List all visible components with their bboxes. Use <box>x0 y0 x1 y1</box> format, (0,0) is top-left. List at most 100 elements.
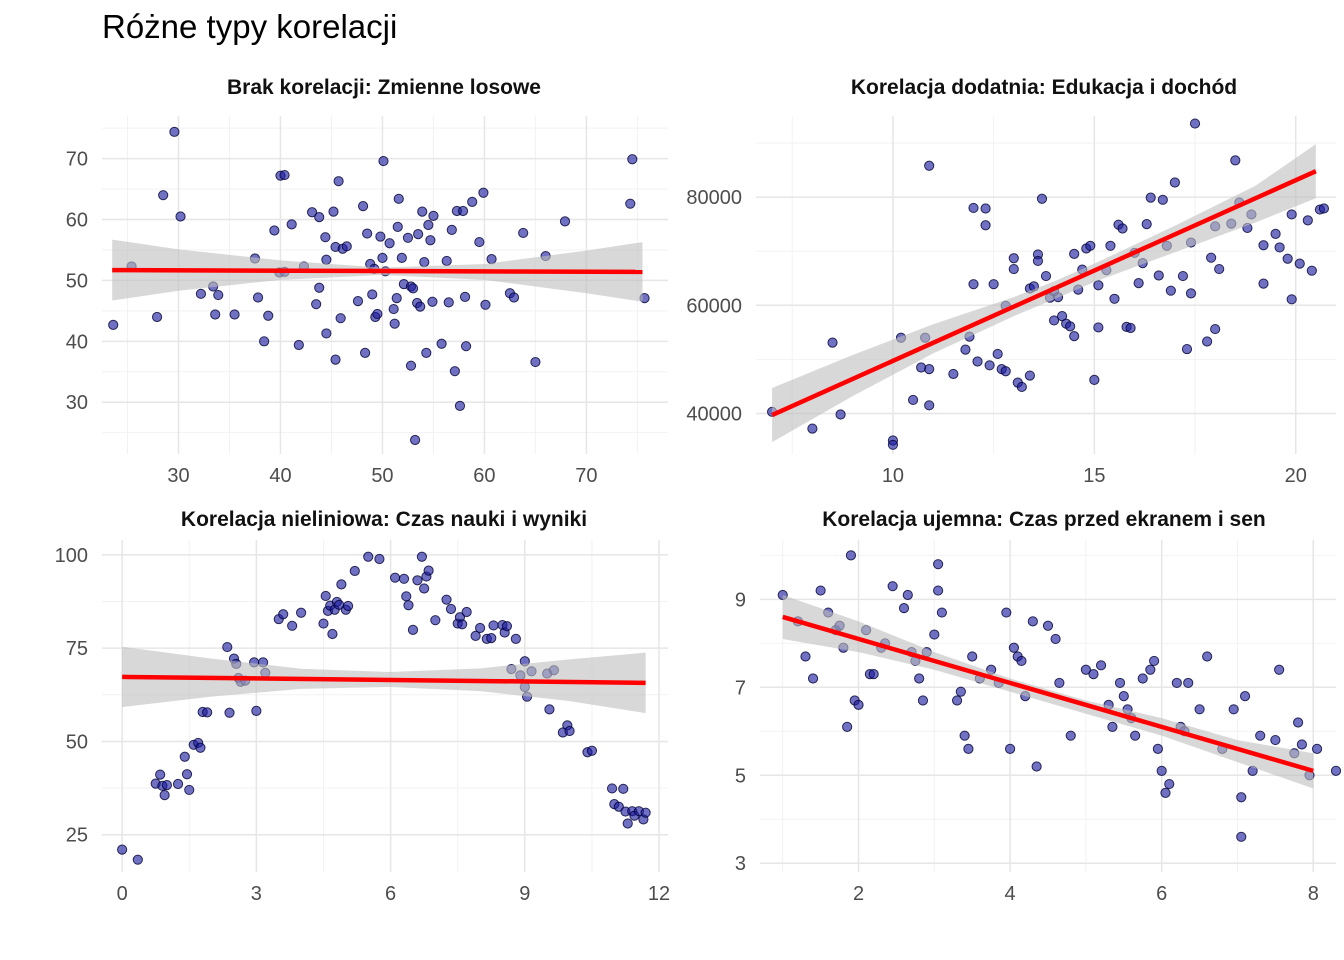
scatter-point <box>459 291 471 302</box>
scatter-point <box>423 565 434 576</box>
y-tick-label: 100 <box>55 545 88 567</box>
scatter-point <box>213 289 224 301</box>
scatter-point <box>445 603 457 615</box>
scatter-point <box>314 282 325 293</box>
scatter-point <box>1048 315 1060 326</box>
scatter-point <box>929 629 940 640</box>
scatter-point <box>968 279 979 290</box>
scatter-point <box>436 338 447 349</box>
scatter-point <box>1125 322 1136 334</box>
scatter-point <box>108 319 119 330</box>
scatter-point <box>474 236 485 248</box>
scatter-point <box>403 600 414 611</box>
scatter-point <box>1274 242 1285 253</box>
scatter-point <box>320 232 331 243</box>
scatter-point <box>1286 209 1297 220</box>
scatter-point <box>960 344 971 355</box>
scatter-point <box>117 844 128 855</box>
scatter-point <box>155 769 166 780</box>
regression-line <box>112 267 643 275</box>
scatter-point <box>924 363 935 375</box>
scatter-point <box>327 628 338 640</box>
panel-title: Brak korelacji: Zmienne losowe <box>227 76 541 99</box>
scatter-point <box>195 288 207 299</box>
scatter-point <box>1069 331 1080 342</box>
scatter-point <box>405 360 417 371</box>
scatter-point <box>508 292 520 303</box>
scatter-point <box>1302 215 1313 226</box>
scatter-point <box>1330 765 1342 776</box>
scatter-point <box>1031 761 1042 772</box>
scatter-point <box>421 347 432 359</box>
scatter-point <box>375 231 386 242</box>
scatter-point <box>955 686 966 697</box>
y-tick-label: 40 <box>66 331 88 353</box>
scatter-point <box>362 228 373 239</box>
scatter-point <box>1228 704 1239 715</box>
scatter-point <box>1230 155 1241 166</box>
scatter-point <box>959 730 970 741</box>
scatter-point <box>902 589 913 601</box>
scatter-point <box>1000 366 1011 377</box>
scatter-point <box>169 126 180 137</box>
scatter-point <box>1130 730 1141 741</box>
scatter-point <box>378 155 389 167</box>
scatter-point <box>278 609 289 620</box>
scatter-point <box>388 303 399 315</box>
scatter-point <box>963 743 974 754</box>
scatter-point <box>907 394 919 406</box>
scatter-point <box>625 198 636 209</box>
scatter-point <box>564 725 575 737</box>
scatter-point <box>293 339 304 351</box>
scatter-point <box>1133 278 1144 289</box>
scatter-point <box>417 206 428 217</box>
scatter-point <box>1036 193 1048 204</box>
regression-line <box>122 674 646 686</box>
scatter-point <box>391 292 402 304</box>
scatter-point <box>486 254 497 265</box>
scatter-point <box>269 225 280 236</box>
x-tick-label: 4 <box>1005 883 1016 905</box>
scatter-point <box>980 203 991 214</box>
scatter-point <box>419 583 430 594</box>
scatter-point <box>478 187 489 198</box>
scatter-point <box>1164 778 1175 790</box>
scatter-point <box>1153 270 1164 281</box>
scatter-point <box>992 348 1003 360</box>
scatter-point <box>1156 765 1167 776</box>
scatter-point <box>1054 677 1065 689</box>
scatter-point <box>195 742 206 753</box>
scatter-point <box>1296 739 1307 750</box>
scatter-point <box>800 651 811 662</box>
x-tick-label: 10 <box>882 465 904 487</box>
scatter-point <box>181 769 193 780</box>
scatter-point <box>480 299 491 310</box>
scatter-point <box>251 705 262 716</box>
x-tick-label: 30 <box>167 465 189 487</box>
scatter-point <box>1089 374 1100 386</box>
scatter-point <box>488 620 499 631</box>
scatter-point <box>967 651 978 662</box>
scatter-point <box>1270 228 1281 239</box>
scatter-point <box>1080 664 1091 675</box>
scatter-point <box>1210 323 1221 335</box>
scatter-point <box>1137 673 1148 684</box>
scatter-point <box>341 241 352 252</box>
scatter-point <box>1157 194 1168 205</box>
scatter-point <box>401 591 412 602</box>
scatter-point <box>419 257 430 268</box>
scatter-point <box>296 607 307 618</box>
scatter-point <box>367 289 378 300</box>
scatter-point <box>914 673 925 684</box>
scatter-point <box>951 695 963 706</box>
scatter-point <box>842 721 853 732</box>
scatter-point <box>980 220 991 231</box>
y-tick-label: 25 <box>66 825 88 847</box>
scatter-point <box>853 699 864 711</box>
y-tick-label: 5 <box>735 765 746 787</box>
scatter-point <box>415 301 426 312</box>
scatter-point <box>363 551 374 562</box>
scatter-point <box>449 366 460 377</box>
chart-panel-nonlinear-correlation: 0 3 6 9 12 25 50 75 100 Korelacja nieliniowa: Cza… <box>55 508 671 905</box>
scatter-point <box>1286 294 1297 305</box>
